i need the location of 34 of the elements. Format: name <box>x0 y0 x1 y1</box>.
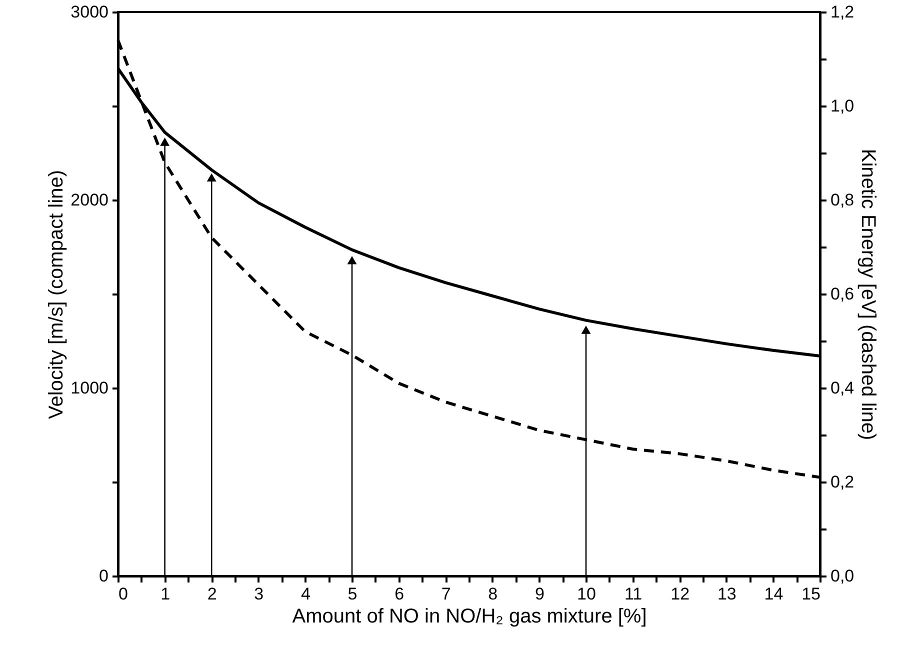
x-tick-label: 8 <box>488 584 498 604</box>
point <box>206 173 216 182</box>
y2-tick-label: 0,2 <box>830 472 854 492</box>
x-tick-label: 2 <box>207 584 217 604</box>
y-axis-title: Velocity [m/s] (compact line) <box>46 170 68 419</box>
point <box>347 256 357 264</box>
point <box>581 326 591 334</box>
y2-tick-label: 0,8 <box>830 190 854 210</box>
x-tick-label: 11 <box>624 584 642 604</box>
x-tick-label: 5 <box>348 584 358 604</box>
x-tick-label: 9 <box>534 584 544 604</box>
y-tick-label: 2000 <box>70 190 108 210</box>
y2-axis-title: Kinetic Energy [eV] (dashed line) <box>857 148 880 440</box>
x-tick-label: 12 <box>670 584 690 604</box>
y-tick-label: 0 <box>99 566 108 586</box>
x-tick-label: 14 <box>764 584 784 604</box>
y-tick-label: 1000 <box>70 378 108 398</box>
y2-tick-label: 1,2 <box>830 2 854 22</box>
x-tick-label: 1 <box>160 584 170 604</box>
x-tick-label: 10 <box>577 584 596 604</box>
x-tick-label: 6 <box>394 584 404 604</box>
y2-tick-label: 0,6 <box>830 284 854 304</box>
x-axis-title: Amount of NO in NO/H₂ gas mixture [%] <box>292 606 647 628</box>
y2-tick-label: 1,0 <box>830 96 854 116</box>
x-tick-label: 0 <box>118 584 128 604</box>
y-tick-label: 3000 <box>70 2 108 22</box>
point <box>160 138 170 146</box>
x-tick-label: 7 <box>441 584 451 604</box>
y2-tick-label: 0,4 <box>830 378 854 398</box>
x-tick-label: 3 <box>254 584 264 604</box>
x-tick-label: 4 <box>300 584 310 604</box>
x-tick-label: 13 <box>717 584 736 604</box>
x-tick-label: 15 <box>802 584 820 604</box>
y2-tick-label: 0,0 <box>830 566 854 586</box>
